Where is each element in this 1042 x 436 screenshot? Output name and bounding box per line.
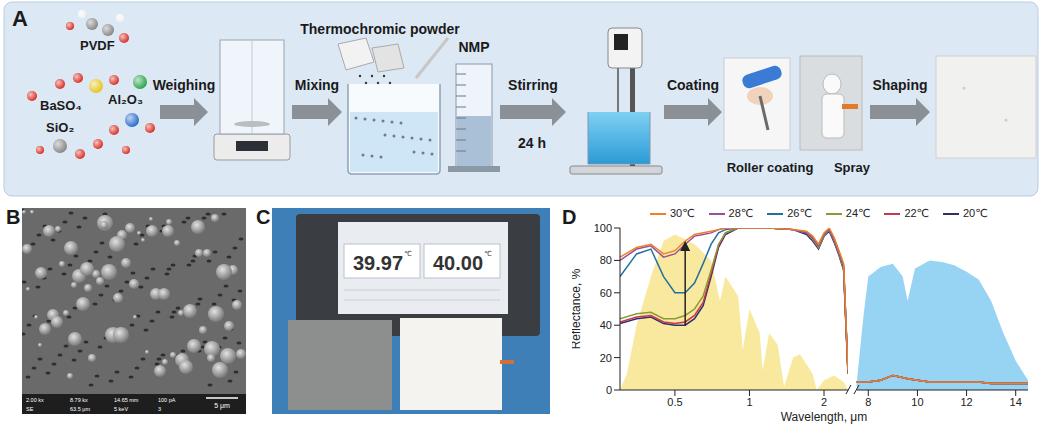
svg-text:Stirring: Stirring [508, 77, 558, 93]
svg-text:A: A [12, 6, 28, 31]
svg-text:100 pA: 100 pA [158, 397, 176, 403]
svg-text:0.5: 0.5 [667, 396, 682, 408]
svg-text:℃: ℃ [404, 250, 412, 257]
svg-text:PVDF: PVDF [80, 38, 115, 53]
svg-text:C: C [256, 206, 270, 228]
svg-text:24 h: 24 h [518, 135, 546, 151]
html-text:28℃: 28℃ [728, 207, 754, 219]
svg-text:BaSO₄: BaSO₄ [40, 98, 82, 113]
svg-text:8: 8 [865, 396, 871, 408]
svg-text:5 μm: 5 μm [214, 402, 230, 410]
svg-text:2: 2 [821, 396, 827, 408]
svg-text:39.97: 39.97 [353, 252, 403, 274]
svg-text:20: 20 [600, 352, 612, 364]
svg-text:SE: SE [26, 406, 34, 412]
svg-text:℃: ℃ [484, 250, 492, 257]
svg-text:Weighing: Weighing [153, 77, 216, 93]
svg-text:Al₂O₃: Al₂O₃ [108, 92, 143, 107]
svg-text:D: D [562, 206, 576, 228]
svg-text:40: 40 [600, 319, 612, 331]
svg-text:10: 10 [911, 396, 923, 408]
html-text:Wavelength, μm: Wavelength, μm [780, 410, 868, 424]
svg-text:80: 80 [600, 254, 612, 266]
html-text:30℃: 30℃ [670, 207, 695, 219]
svg-text:63.5 μm: 63.5 μm [70, 406, 90, 412]
html-text:24℃: 24℃ [845, 207, 871, 219]
svg-text:Mixing: Mixing [295, 77, 339, 93]
svg-text:Thermochromic powder: Thermochromic powder [300, 21, 460, 37]
svg-text:60: 60 [600, 287, 612, 299]
svg-text:5 keV: 5 keV [114, 406, 128, 412]
svg-text:NMP: NMP [458, 39, 489, 55]
svg-text:3: 3 [158, 406, 161, 412]
svg-text:12: 12 [960, 396, 972, 408]
svg-text:0: 0 [606, 384, 612, 396]
svg-text:100: 100 [594, 222, 612, 234]
svg-text:B: B [8, 206, 20, 228]
svg-text:14: 14 [1010, 396, 1022, 408]
html-text:26℃: 26℃ [787, 207, 812, 219]
svg-text:2.00 kx: 2.00 kx [26, 397, 44, 403]
html-text:22℃: 22℃ [904, 207, 929, 219]
svg-text:SiO₂: SiO₂ [46, 120, 74, 135]
svg-text:Reflectance, %: Reflectance, % [572, 268, 583, 349]
html-text:20℃: 20℃ [963, 207, 988, 219]
svg-text:14.65 mm: 14.65 mm [114, 397, 139, 403]
svg-text:Coating: Coating [667, 77, 719, 93]
svg-text:Shaping: Shaping [872, 77, 927, 93]
svg-text:Spray: Spray [834, 160, 871, 175]
svg-text:Roller coating: Roller coating [727, 160, 814, 175]
svg-text:40.00: 40.00 [433, 252, 483, 274]
svg-text:8.79 kx: 8.79 kx [70, 397, 88, 403]
svg-text:1: 1 [746, 396, 752, 408]
